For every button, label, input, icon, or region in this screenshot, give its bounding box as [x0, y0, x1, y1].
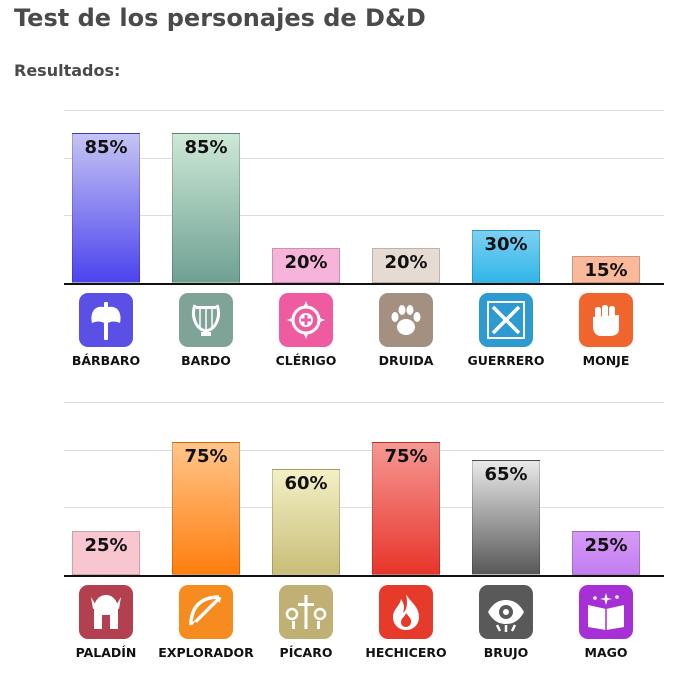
eye-icon [479, 585, 533, 639]
helmet-icon [79, 585, 133, 639]
keys-dagger-icon [279, 585, 333, 639]
tick-label-bardo: BARDO [181, 353, 231, 368]
data-label-guerrero: 30% [484, 234, 528, 255]
tick-label-barbaro: BÁRBARO [71, 353, 141, 368]
data-label-brujo: 65% [484, 464, 528, 485]
fist-icon [579, 293, 633, 347]
results-chart-row-1: 85% BÁRBARO 85% BARDO 20% CLÉRIGO 20% DRUIDA 30%… [0, 100, 696, 375]
tick-label-brujo: BRUJO [483, 645, 529, 660]
tick-label-picaro: PÍCARO [279, 645, 333, 660]
bar-hechicero [372, 442, 440, 575]
bar-clerigo [272, 248, 340, 283]
x-axis-baseline [64, 283, 664, 285]
data-label-paladin: 25% [84, 535, 128, 556]
tick-label-mago: MAGO [584, 645, 628, 660]
spellbook-icon [579, 585, 633, 639]
lyre-icon [179, 293, 233, 347]
tick-label-monje: MONJE [582, 353, 630, 368]
flame-icon [379, 585, 433, 639]
bar-explorador [172, 442, 240, 575]
bar-bardo [172, 133, 240, 283]
bow-icon [179, 585, 233, 639]
tick-label-druida: DRUIDA [378, 353, 434, 368]
paw-icon [379, 293, 433, 347]
gridline [64, 450, 664, 451]
gridline [64, 158, 664, 159]
bar-druida [372, 248, 440, 283]
results-heading: Resultados: [14, 61, 121, 80]
bar-barbaro [72, 133, 140, 283]
tick-label-explorador: EXPLORADOR [158, 645, 254, 660]
bar-mago [572, 531, 640, 575]
tick-label-clerigo: CLÉRIGO [275, 353, 337, 368]
data-label-explorador: 75% [184, 446, 228, 467]
data-label-clerigo: 20% [284, 252, 328, 273]
bar-guerrero [472, 230, 540, 283]
gridline [64, 402, 664, 403]
data-label-picaro: 60% [284, 473, 328, 494]
results-chart-row-2: 25% PALADÍN 75% EXPLORADOR 60% PÍCARO 75% HECHI… [0, 390, 696, 670]
data-label-bardo: 85% [184, 137, 228, 158]
bar-paladin [72, 531, 140, 575]
bar-monje [572, 256, 640, 283]
data-label-hechicero: 75% [384, 446, 428, 467]
tick-label-hechicero: HECHICERO [365, 645, 447, 660]
gridline [64, 110, 664, 111]
crossed-swords-icon [479, 293, 533, 347]
tick-label-guerrero: GUERRERO [467, 353, 545, 368]
x-axis-baseline [64, 575, 664, 577]
data-label-monje: 15% [584, 260, 628, 281]
battle-axe-icon [79, 293, 133, 347]
data-label-barbaro: 85% [84, 137, 128, 158]
holy-symbol-icon [279, 293, 333, 347]
gridline [64, 215, 664, 216]
tick-label-paladin: PALADÍN [75, 645, 137, 660]
data-label-mago: 25% [584, 535, 628, 556]
page-title: Test de los personajes de D&D [14, 4, 426, 32]
data-label-druida: 20% [384, 252, 428, 273]
bar-picaro [272, 469, 340, 575]
bar-brujo [472, 460, 540, 575]
gridline [64, 507, 664, 508]
